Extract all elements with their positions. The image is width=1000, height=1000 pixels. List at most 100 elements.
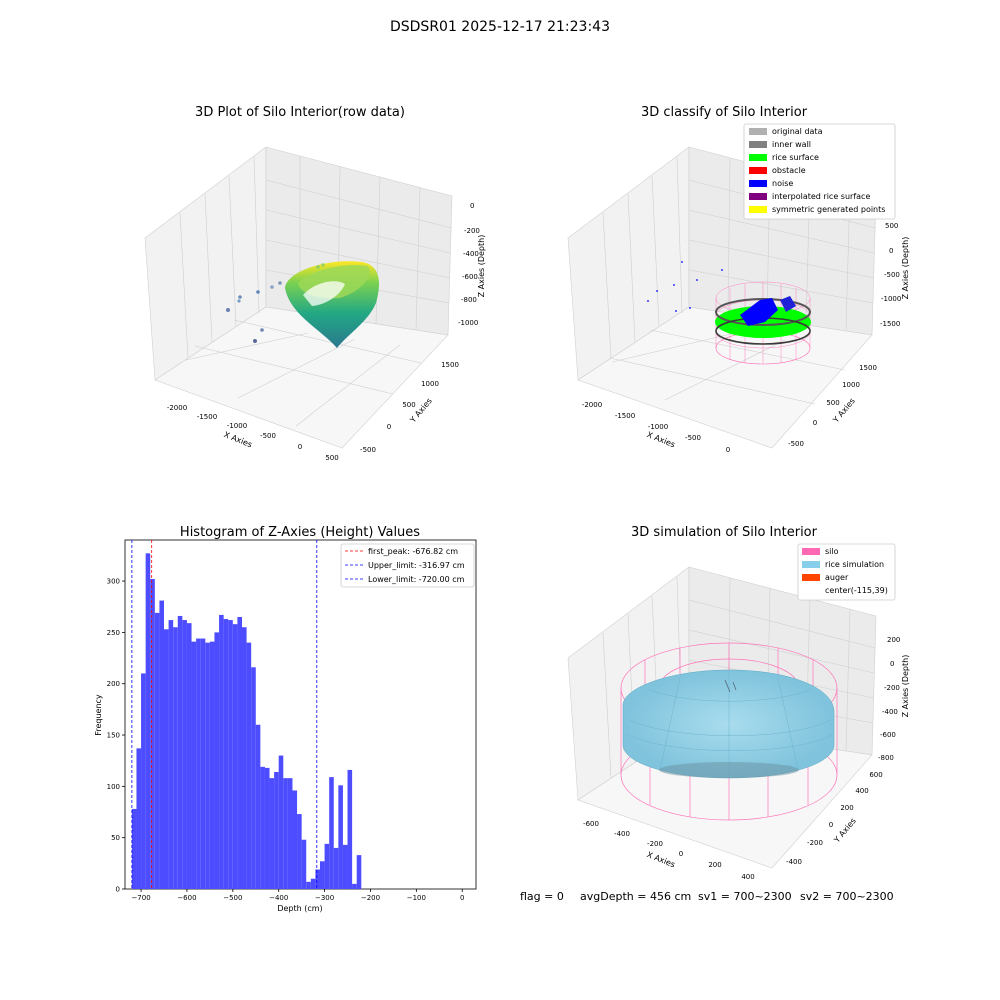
legend-label: first_peak: -676.82 cm: [368, 547, 458, 556]
z-tick-label: -1000: [881, 295, 901, 303]
rice-simulation-mesh: [627, 670, 833, 778]
noise-cluster: [780, 296, 796, 312]
y-tick-label: 250: [107, 629, 120, 637]
histogram-bar: [164, 629, 169, 889]
x-tick-label: 0: [726, 446, 730, 454]
noise-point: [721, 269, 723, 271]
histogram-bar: [287, 778, 293, 889]
x-tick-label: −600: [177, 894, 196, 902]
histogram-bar: [338, 785, 343, 889]
raw-data-surface: [226, 261, 380, 348]
raw-point: [238, 295, 242, 299]
y-tick-label: 50: [111, 834, 120, 842]
histogram-bar: [209, 641, 215, 889]
panel-simulation-title: 3D simulation of Silo Interior: [631, 525, 818, 540]
z-tick-label: 0: [890, 660, 894, 668]
x-tick-label: −500: [223, 894, 242, 902]
legend-swatch-noise: [749, 180, 767, 187]
rice-bottom-shadow: [659, 762, 799, 778]
y-tick-label: -200: [807, 839, 823, 847]
histogram-bar: [219, 614, 224, 889]
histogram-x-label: Depth (cm): [277, 904, 322, 913]
histogram-bar: [136, 748, 142, 889]
panel-raw-3d: 3D Plot of Silo Interior(row data): [144, 105, 486, 462]
status-flag: flag = 0: [520, 890, 564, 903]
x-tick-label: -2000: [582, 401, 602, 409]
legend-label: inner wall: [772, 140, 811, 149]
x-tick-label: −100: [407, 894, 426, 902]
x-tick-label: -200: [647, 840, 663, 848]
histogram-bar: [251, 667, 256, 889]
noise-point: [673, 284, 675, 286]
y-tick-label: 1000: [842, 381, 860, 389]
legend-frame: [340, 543, 475, 588]
z-tick-label: -1500: [880, 320, 900, 328]
legend-swatch-rice-surface: [749, 154, 767, 161]
panel-raw-title: 3D Plot of Silo Interior(row data): [195, 105, 405, 120]
z-axis-label: Z Axies (Depth): [477, 235, 486, 298]
x-tick-label: 400: [741, 873, 754, 881]
panel-histogram: Histogram of Z-Axies (Height) Values −70…: [94, 525, 477, 913]
y-tick-label: -500: [360, 446, 376, 454]
histogram-bar: [246, 642, 252, 889]
classify-legend: original data inner wall rice surface ob…: [743, 123, 896, 220]
noise-point: [689, 307, 691, 309]
histogram-bar: [214, 632, 220, 889]
legend-label: Upper_limit: -316.97 cm: [368, 561, 465, 570]
x-ticks: -2000 -1500 -1000 -500 0 500: [167, 404, 339, 462]
raw-point: [321, 263, 325, 267]
z-tick-label: 0: [470, 202, 474, 210]
histogram-bar: [150, 579, 155, 889]
histogram-bar: [196, 638, 201, 889]
y-ticks: -500 0 500 1000 1500: [788, 364, 877, 448]
x-tick-label: -400: [614, 830, 630, 838]
y-tick-label: 200: [107, 680, 120, 688]
raw-point: [237, 299, 241, 303]
noise-point: [696, 279, 698, 281]
histogram-bar: [232, 624, 238, 889]
histogram-bar: [154, 612, 160, 889]
y-tick-label: -500: [788, 440, 804, 448]
y-ticks: -400 -200 0 200 400 600: [786, 771, 883, 866]
simulation-legend: silo rice simulation auger center(-115,3…: [797, 543, 896, 601]
panel-classify-title: 3D classify of Silo Interior: [641, 105, 808, 120]
histogram-legend: first_peak: -676.82 cm Upper_limit: -316…: [340, 543, 475, 588]
histogram-bar: [255, 724, 261, 889]
z-ticks: 0 -200 -400 -600 -800 -1000: [458, 202, 480, 327]
z-tick-label: -800: [461, 296, 477, 304]
histogram-bar: [269, 778, 275, 889]
histogram-bars: [131, 553, 362, 889]
y-tick-label: 100: [107, 783, 120, 791]
legend-label: center(-115,39): [825, 586, 888, 595]
legend-label: obstacle: [772, 166, 806, 175]
noise-point: [675, 310, 677, 312]
histogram-bar: [159, 600, 164, 889]
y-tick-label: 400: [855, 787, 868, 795]
legend-swatch-symmetric: [749, 206, 767, 213]
histogram-x-ticks: −700 −600 −500 −400 −300 −200 −100 0: [131, 889, 464, 902]
legend-label: rice simulation: [825, 560, 884, 569]
histogram-bar: [310, 878, 316, 889]
histogram-bar: [237, 616, 242, 889]
y-tick-label: 300: [107, 578, 120, 586]
x-tick-label: -1000: [648, 423, 668, 431]
legend-label: Lower_limit: -720.00 cm: [368, 575, 465, 584]
z-axis-label: Z Axies (Depth): [901, 655, 910, 718]
z-ticks: 200 0 -200 -400 -600 -800: [878, 636, 900, 762]
y-tick-label: 600: [869, 771, 882, 779]
histogram-y-label: Frequency: [94, 694, 103, 736]
histogram-bar: [356, 855, 362, 889]
histogram-bar: [320, 861, 325, 889]
y-tick-label: -400: [786, 858, 802, 866]
y-axis-label: Y Axies: [832, 816, 858, 845]
z-ticks: 500 0 -500 -1000 -1500: [880, 222, 901, 328]
legend-swatch-silo: [802, 548, 820, 555]
status-line: flag = 0 avgDepth = 456 cm sv1 = 700~230…: [520, 890, 894, 903]
y-tick-label: 0: [116, 886, 120, 894]
x-tick-label: 0: [679, 850, 683, 858]
x-tick-label: -2000: [167, 404, 187, 412]
y-tick-label: 0: [813, 419, 817, 427]
histogram-bar: [274, 771, 279, 889]
panel-classify-3d: 3D classify of Silo Interior: [567, 105, 910, 454]
